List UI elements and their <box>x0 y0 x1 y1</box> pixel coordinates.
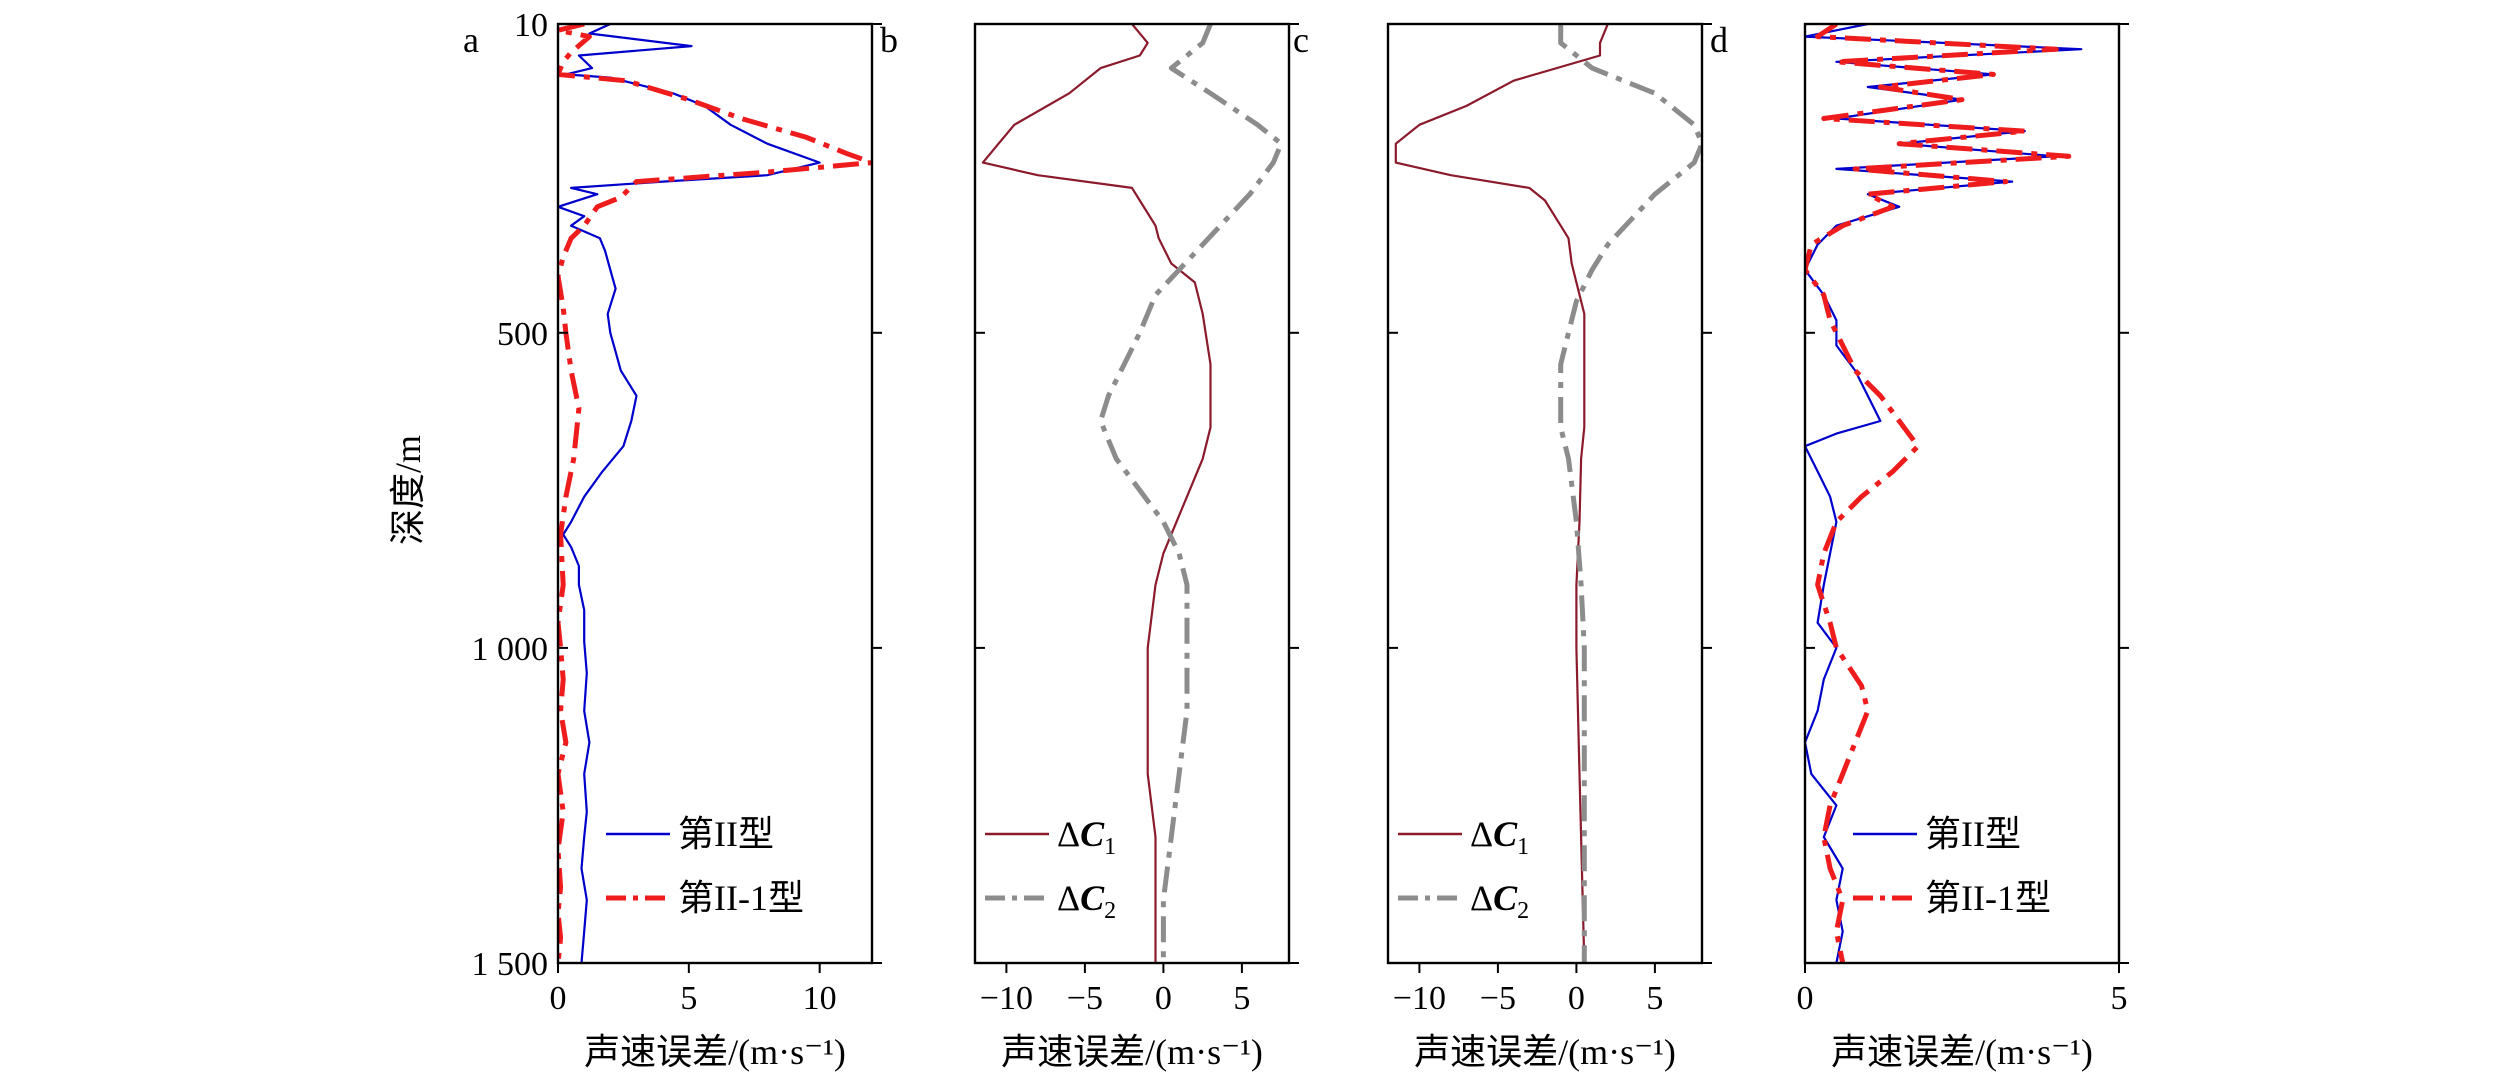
series-line-c-2 <box>1558 24 1702 963</box>
x-axis-title: 声速误差/(m·s⁻¹) <box>1414 1032 1676 1072</box>
plot-frame <box>973 22 1291 965</box>
x-tick-label: −5 <box>1067 980 1103 1017</box>
plot-frame <box>556 22 874 965</box>
legend-label: 第II型 <box>1925 814 2021 854</box>
x-tick-label: −10 <box>1393 980 1446 1017</box>
panel-letter: d <box>1710 20 1728 60</box>
y-tick-label: 500 <box>497 316 548 353</box>
x-tick-label: 0 <box>1155 980 1172 1017</box>
panel-letter: a <box>463 20 479 60</box>
panel-letter: b <box>880 20 898 60</box>
x-tick-label: 10 <box>803 980 837 1017</box>
plot-frame <box>1803 22 2121 965</box>
x-tick-label: 5 <box>1233 980 1250 1017</box>
legend-label: 第II型 <box>678 814 774 854</box>
legend-label: 第II-1型 <box>678 878 804 918</box>
series-line-a-2 <box>558 24 872 963</box>
x-tick-label: −5 <box>1480 980 1516 1017</box>
legend-label: 第II-1型 <box>1925 878 2051 918</box>
x-axis-title: 声速误差/(m·s⁻¹) <box>1831 1032 2093 1072</box>
panel-c: −10 −5 0 5 声速误差/(m·s⁻¹) c ΔC1 ΔC2 <box>1293 20 1712 1072</box>
series-line-b-2 <box>1098 24 1284 963</box>
x-tick-label: 5 <box>2111 980 2128 1017</box>
x-axis-title: 声速误差/(m·s⁻¹) <box>1001 1032 1263 1072</box>
x-tick-label: 0 <box>1568 980 1585 1017</box>
plot-frame <box>1386 22 1704 965</box>
series-line-b-1 <box>981 24 1212 963</box>
panel-letter: c <box>1293 20 1309 60</box>
x-axis-title: 声速误差/(m·s⁻¹) <box>584 1032 846 1072</box>
x-tick-label: 5 <box>1646 980 1663 1017</box>
x-tick-label: 0 <box>550 980 567 1017</box>
y-tick-label: 1 500 <box>472 946 549 983</box>
legend-label: ΔC1 <box>1470 814 1529 860</box>
x-tick-label: 0 <box>1797 980 1814 1017</box>
y-tick-label: 1 000 <box>472 631 549 668</box>
panel-b: −10 −5 0 5 声速误差/(m·s⁻¹) b ΔC1 ΔC2 <box>880 20 1299 1072</box>
legend-label: ΔC2 <box>1057 878 1116 924</box>
legend-label: ΔC2 <box>1470 878 1529 924</box>
series-line-d-2 <box>1805 24 2072 963</box>
y-axis-title: 深度/m <box>388 435 428 545</box>
legend-label: ΔC1 <box>1057 814 1116 860</box>
y-tick-label: 10 <box>514 7 548 44</box>
x-tick-label: 5 <box>680 980 697 1017</box>
x-tick-label: −10 <box>980 980 1033 1017</box>
